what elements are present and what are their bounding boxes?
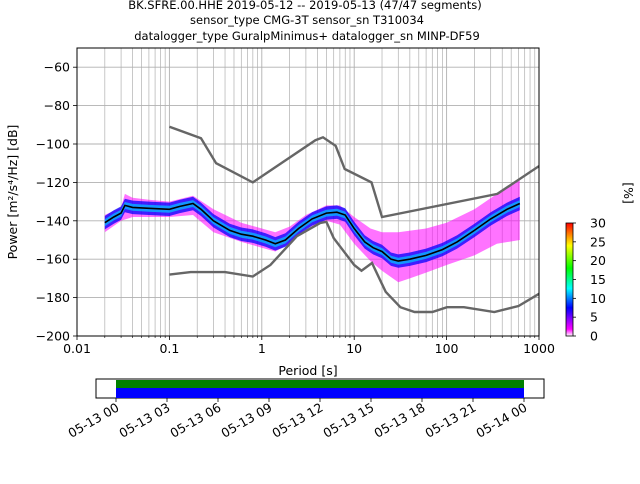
timeline-tick-label: 05-13 12 xyxy=(269,400,325,441)
colorbar-label: [%] xyxy=(621,182,636,204)
data-coverage-timeline xyxy=(95,378,545,399)
x-axis-label: Period [s] xyxy=(278,363,337,378)
x-axis: 0.01 0.1 1 10 100 1000 xyxy=(63,336,555,356)
timeline-tick-label: 05-13 21 xyxy=(422,400,478,441)
x-tick-label: 1000 xyxy=(523,341,555,356)
ppsd-density xyxy=(104,180,520,283)
colorbar-tick-label: 25 xyxy=(590,234,606,249)
x-tick-label: 10 xyxy=(346,341,362,356)
timeline-tick-label: 05-13 18 xyxy=(371,400,427,441)
noise-model-curves xyxy=(104,125,539,314)
colorbar-tick-label: 20 xyxy=(590,253,606,268)
y-tick-label: −140 xyxy=(36,213,70,228)
colorbar-tick-label: 15 xyxy=(590,272,606,287)
colorbar-tick-label: 10 xyxy=(590,291,606,306)
x-tick-label: 1 xyxy=(258,341,266,356)
mean-curve xyxy=(104,202,521,262)
y-tick-label: −200 xyxy=(36,329,70,344)
colorbar-tick-label: 0 xyxy=(590,329,598,344)
x-tick-label: 100 xyxy=(435,341,459,356)
timeline-tick-label: 05-13 06 xyxy=(167,400,223,441)
timeline-data-bar xyxy=(116,388,524,398)
x-tick-label: 0.01 xyxy=(63,341,91,356)
colorbar xyxy=(565,222,574,337)
y-axis: −60 −80 −100 −120 −140 −160 −180 −200 xyxy=(36,60,77,344)
y-tick-label: −80 xyxy=(44,98,70,113)
y-tick-label: −60 xyxy=(44,60,70,75)
timeline-tick-label: 05-13 00 xyxy=(65,400,121,441)
timeline-tick-label: 05-13 03 xyxy=(116,400,172,441)
y-axis-label: Power [m²/s⁴/Hz] [dB] xyxy=(5,125,20,260)
chart-title-line-2: sensor_type CMG-3T sensor_sn T310034 xyxy=(190,13,424,27)
nlnm-curve xyxy=(169,220,539,314)
y-tick-label: −180 xyxy=(36,290,70,305)
timeline-tick-label: 05-14 00 xyxy=(473,400,529,441)
chart-title-line-1: BK.SFRE.00.HHE 2019-05-12 -- 2019-05-13 … xyxy=(128,0,482,12)
y-tick-label: −120 xyxy=(36,175,70,190)
density-band-outer xyxy=(104,180,520,283)
x-tick-label: 0.1 xyxy=(159,341,179,356)
colorbar-tick-label: 5 xyxy=(590,310,598,325)
timeline-tick-label: 05-13 15 xyxy=(320,400,376,441)
chart-title-line-3: datalogger_type GuralpMinimus+ datalogge… xyxy=(134,29,480,43)
y-tick-label: −100 xyxy=(36,137,70,152)
nhnm-curve xyxy=(168,125,539,219)
y-tick-label: −160 xyxy=(36,252,70,267)
plot-frame xyxy=(76,47,540,337)
grid-lines xyxy=(77,48,539,336)
timeline-tick-label: 05-13 09 xyxy=(218,400,274,441)
colorbar-ticks: 0 5 10 15 20 25 30 xyxy=(573,216,606,344)
timeline-coverage-bar xyxy=(116,380,524,388)
colorbar-tick-label: 30 xyxy=(590,216,606,231)
